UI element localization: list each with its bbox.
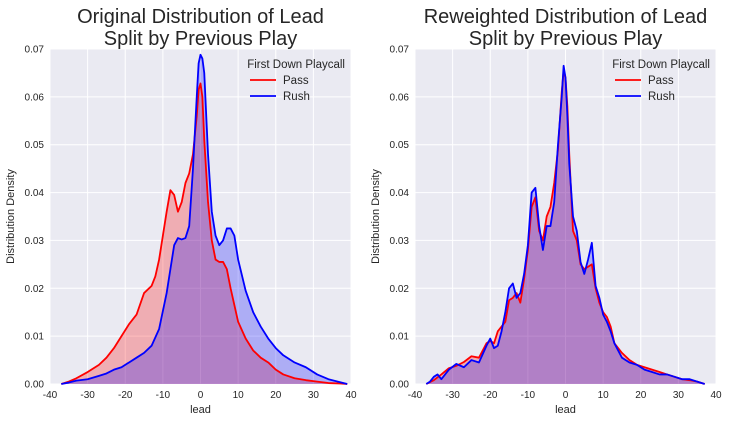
gridlines xyxy=(414,48,717,385)
x-tick-label: -30 xyxy=(445,390,460,401)
chart-panel-1: -40 -30 -20 -10 0 10 20 30 40 0.00 0.01 0.02 0.03 0.0… xyxy=(5,6,357,416)
y-tick-label: 0.02 xyxy=(390,284,410,295)
y-tick-label: 0.03 xyxy=(390,236,410,247)
legend-label-pass: Pass xyxy=(283,75,309,87)
x-tick-label: -20 xyxy=(118,390,133,401)
x-tick-label: 20 xyxy=(270,390,282,401)
gridlines xyxy=(49,48,352,385)
legend: First Down Playcall Pass Rush xyxy=(612,59,710,103)
legend-label-rush: Rush xyxy=(648,91,675,103)
chart-title: Reweighted Distribution of Lead xyxy=(424,6,708,28)
y-tick-label: 0.00 xyxy=(25,380,45,391)
series-area-pass xyxy=(426,70,705,384)
x-tick-label: 0 xyxy=(198,390,204,401)
series-line-pass xyxy=(61,82,348,385)
y-tick-label: 0.07 xyxy=(390,45,410,56)
x-tick-label: 30 xyxy=(308,390,320,401)
x-tick-label: 10 xyxy=(233,390,245,401)
y-tick-label: 0.07 xyxy=(25,45,45,56)
chart-title: Original Distribution of Lead xyxy=(77,6,324,28)
series-area-pass xyxy=(61,83,348,385)
x-tick-label: -10 xyxy=(156,390,171,401)
y-axis-label: Distribution Density xyxy=(370,169,382,264)
chart-subtitle: Split by Previous Play xyxy=(104,28,297,50)
legend-label-pass: Pass xyxy=(648,75,674,87)
y-tick-label: 0.01 xyxy=(390,332,410,343)
y-tick-label: 0.00 xyxy=(390,380,410,391)
y-tick-label: 0.05 xyxy=(390,140,410,151)
x-tick-label: 0 xyxy=(563,390,569,401)
x-tick-label: -30 xyxy=(80,390,95,401)
chart-subtitle: Split by Previous Play xyxy=(469,28,662,50)
y-tick-label: 0.04 xyxy=(390,188,410,199)
legend: First Down Playcall Pass Rush xyxy=(247,59,345,103)
y-tick-label: 0.04 xyxy=(25,188,45,199)
legend-title: First Down Playcall xyxy=(247,59,345,71)
y-tick-label: 0.05 xyxy=(25,140,45,151)
x-tick-label: 40 xyxy=(345,390,357,401)
y-axis-label: Distribution Density xyxy=(5,169,17,264)
legend-label-rush: Rush xyxy=(283,91,310,103)
y-tick-label: 0.03 xyxy=(25,236,45,247)
y-tick-label: 0.06 xyxy=(390,92,410,103)
series-area-rush xyxy=(426,65,705,384)
x-tick-label: 40 xyxy=(710,390,722,401)
x-tick-label: 10 xyxy=(598,390,610,401)
x-axis-label: lead xyxy=(555,404,576,416)
x-tick-label: 30 xyxy=(673,390,685,401)
x-tick-label: -40 xyxy=(408,390,423,401)
y-tick-label: 0.01 xyxy=(25,332,45,343)
x-tick-label: -20 xyxy=(483,390,498,401)
y-tick-label: 0.02 xyxy=(25,284,45,295)
y-tick-label: 0.06 xyxy=(25,92,45,103)
series-line-rush xyxy=(61,53,348,385)
x-tick-label: -10 xyxy=(521,390,536,401)
series-area-rush xyxy=(61,54,348,385)
legend-title: First Down Playcall xyxy=(612,59,710,71)
series-line-rush xyxy=(425,64,705,385)
x-tick-label: 20 xyxy=(635,390,647,401)
x-axis-label: lead xyxy=(190,404,211,416)
x-tick-label: -40 xyxy=(43,390,58,401)
chart-panel-2: -40 -30 -20 -10 0 10 20 30 40 0.00 0.01 0.02 0.03 0.0… xyxy=(370,6,722,416)
